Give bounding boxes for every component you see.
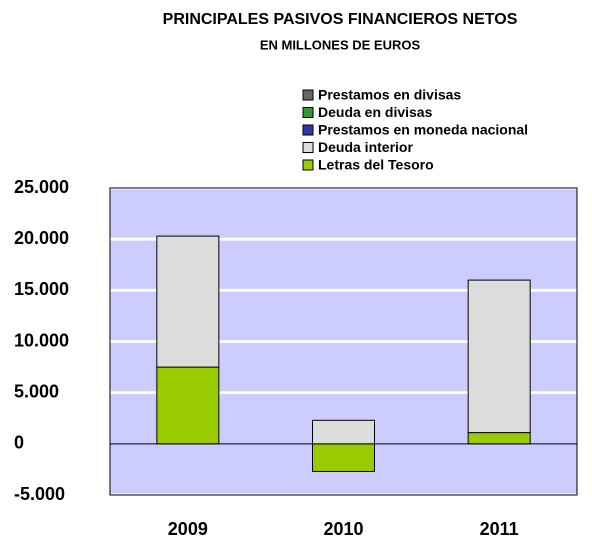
legend-swatch [302,159,314,171]
legend-label: Deuda interior [318,139,413,155]
bar-segment [467,432,531,445]
x-tick-label: 2009 [168,519,208,539]
y-tick-label: 0 [14,433,24,453]
legend-label: Letras del Tesoro [318,157,434,173]
legend-label: Deuda en divisas [318,104,433,120]
chart-subtitle: EN MILLONES DE EUROS [260,37,421,52]
legend-label: Prestamos en moneda nacional [318,122,528,138]
chart-title: PRINCIPALES PASIVOS FINANCIEROS NETOS [163,11,518,28]
y-tick-label: 5.000 [14,381,59,401]
y-tick-label: 15.000 [14,279,69,299]
bar-segment [312,443,375,472]
bar-segment [156,235,220,368]
legend-swatch [302,107,314,118]
bar-segment [467,279,531,434]
bar-segment [156,366,220,445]
x-tick-label: 2011 [480,519,519,539]
legend-swatch [302,89,314,101]
x-tick-label: 2010 [323,519,363,539]
y-tick-label: 10.000 [14,330,69,350]
legend-label: Prestamos en divisas [318,87,461,103]
bar-segment [312,419,375,445]
y-tick-label: 20.000 [14,228,69,248]
legend-swatch [302,142,314,153]
y-tick-label: 25.000 [14,177,69,197]
y-tick-label: -5.000 [14,484,65,504]
plot-border [109,187,578,496]
legend-swatch [302,124,314,136]
